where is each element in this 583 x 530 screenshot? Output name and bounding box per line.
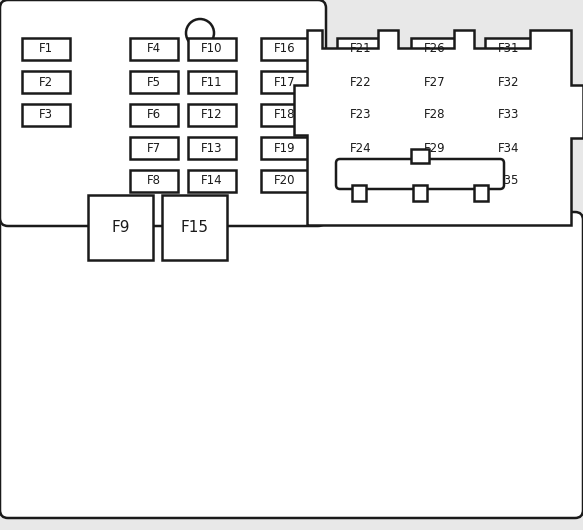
Bar [485, 137, 533, 159]
Bar [337, 104, 385, 126]
Bar [130, 38, 178, 60]
Text: F3: F3 [39, 109, 53, 121]
Bar [261, 137, 309, 159]
Bar [411, 104, 459, 126]
Text: F30: F30 [424, 174, 445, 188]
Bar [485, 71, 533, 93]
Text: F24: F24 [350, 142, 372, 155]
Bar [261, 170, 309, 192]
Text: F29: F29 [424, 142, 446, 155]
Text: F12: F12 [201, 109, 223, 121]
Bar [261, 71, 309, 93]
Bar [337, 38, 385, 60]
Text: F25: F25 [350, 174, 372, 188]
Bar [411, 38, 459, 60]
Bar [411, 170, 459, 192]
Text: F10: F10 [201, 42, 223, 56]
Text: F1: F1 [39, 42, 53, 56]
Text: F34: F34 [498, 142, 520, 155]
Bar [485, 170, 533, 192]
Text: F35: F35 [498, 174, 519, 188]
Text: F15: F15 [181, 220, 209, 235]
Bar [188, 137, 236, 159]
Bar [188, 170, 236, 192]
Text: F8: F8 [147, 174, 161, 188]
Bar [130, 137, 178, 159]
Bar [88, 195, 153, 260]
Text: F19: F19 [274, 142, 296, 155]
PathPatch shape [294, 30, 583, 225]
Bar [411, 71, 459, 93]
Text: F31: F31 [498, 42, 520, 56]
Bar [337, 71, 385, 93]
Text: F16: F16 [274, 42, 296, 56]
Bar [188, 71, 236, 93]
Text: F9: F9 [111, 220, 130, 235]
Bar [22, 71, 70, 93]
Bar [337, 170, 385, 192]
Bar [22, 104, 70, 126]
Text: F28: F28 [424, 109, 446, 121]
Bar [130, 71, 178, 93]
Text: F32: F32 [498, 75, 520, 89]
Text: F23: F23 [350, 109, 372, 121]
Text: F5: F5 [147, 75, 161, 89]
Bar [261, 38, 309, 60]
Bar [411, 149, 429, 163]
Text: F20: F20 [274, 174, 296, 188]
Text: F4: F4 [147, 42, 161, 56]
Bar [485, 38, 533, 60]
Text: F33: F33 [498, 109, 519, 121]
Bar [130, 104, 178, 126]
Text: F7: F7 [147, 142, 161, 155]
Bar [485, 104, 533, 126]
Bar [474, 185, 488, 201]
Text: F6: F6 [147, 109, 161, 121]
Bar [188, 38, 236, 60]
Bar [337, 137, 385, 159]
Text: F27: F27 [424, 75, 446, 89]
Text: F26: F26 [424, 42, 446, 56]
FancyBboxPatch shape [0, 212, 583, 518]
Bar [413, 185, 427, 201]
FancyBboxPatch shape [336, 159, 504, 189]
Text: F11: F11 [201, 75, 223, 89]
Text: F17: F17 [274, 75, 296, 89]
Bar [130, 170, 178, 192]
Text: F18: F18 [274, 109, 296, 121]
Text: F21: F21 [350, 42, 372, 56]
Bar [162, 195, 227, 260]
Bar [188, 104, 236, 126]
Text: F2: F2 [39, 75, 53, 89]
Bar [261, 104, 309, 126]
Text: F14: F14 [201, 174, 223, 188]
Bar [352, 185, 366, 201]
Text: F22: F22 [350, 75, 372, 89]
Bar [22, 38, 70, 60]
Text: F13: F13 [201, 142, 223, 155]
FancyBboxPatch shape [0, 0, 326, 226]
Bar [411, 137, 459, 159]
